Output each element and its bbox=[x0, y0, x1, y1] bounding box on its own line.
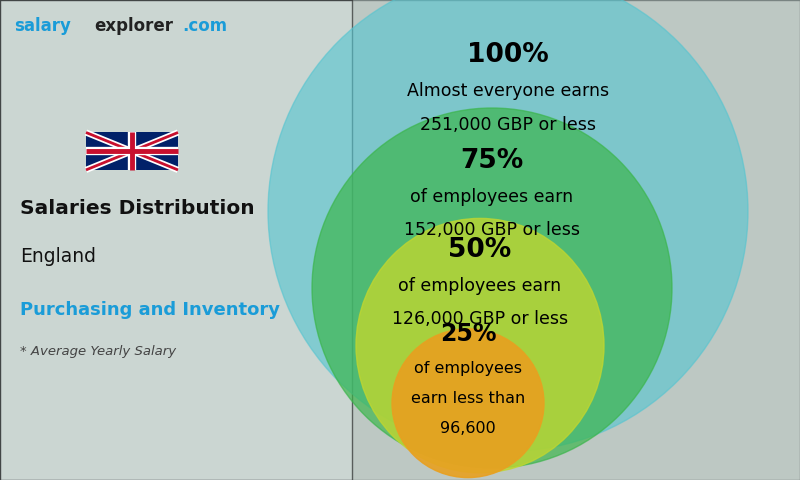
Text: of employees earn: of employees earn bbox=[410, 188, 574, 206]
Text: 152,000 GBP or less: 152,000 GBP or less bbox=[404, 221, 580, 240]
FancyBboxPatch shape bbox=[0, 0, 352, 480]
Ellipse shape bbox=[356, 218, 604, 473]
Text: Purchasing and Inventory: Purchasing and Inventory bbox=[20, 300, 280, 319]
Bar bbox=[86, 132, 178, 170]
Text: 96,600: 96,600 bbox=[440, 421, 496, 436]
Text: 50%: 50% bbox=[448, 237, 512, 263]
Text: Salaries Distribution: Salaries Distribution bbox=[20, 199, 254, 218]
Text: 25%: 25% bbox=[440, 322, 496, 346]
Text: .com: .com bbox=[182, 17, 227, 35]
Ellipse shape bbox=[392, 329, 544, 478]
Text: explorer: explorer bbox=[94, 17, 174, 35]
Text: 75%: 75% bbox=[460, 148, 524, 174]
Text: England: England bbox=[20, 247, 96, 266]
Text: Almost everyone earns: Almost everyone earns bbox=[407, 82, 609, 100]
Text: * Average Yearly Salary: * Average Yearly Salary bbox=[20, 345, 176, 358]
Text: earn less than: earn less than bbox=[411, 391, 525, 406]
Ellipse shape bbox=[312, 108, 672, 468]
Text: salary: salary bbox=[14, 17, 71, 35]
Text: 126,000 GBP or less: 126,000 GBP or less bbox=[392, 310, 568, 328]
Ellipse shape bbox=[268, 0, 748, 451]
Text: 251,000 GBP or less: 251,000 GBP or less bbox=[420, 116, 596, 134]
Text: of employees earn: of employees earn bbox=[398, 276, 562, 295]
Text: 100%: 100% bbox=[467, 42, 549, 68]
Text: of employees: of employees bbox=[414, 360, 522, 376]
